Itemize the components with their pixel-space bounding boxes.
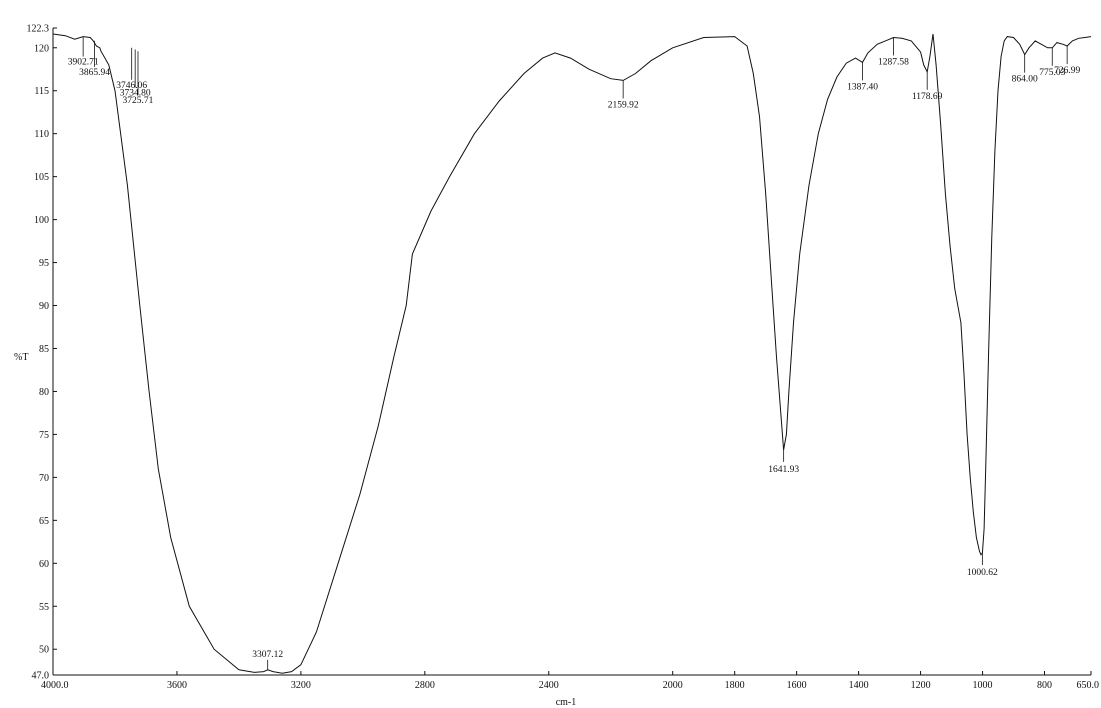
y-tick-label: 122.3	[27, 24, 50, 35]
peak-label: 726.99	[1054, 66, 1080, 76]
y-axis-title: %T	[14, 352, 28, 363]
y-tick-label: 110	[34, 129, 49, 140]
peak-label: 1387.40	[847, 82, 878, 92]
y-axis-ticks: 47.0 50 55 60 65 70 75 80 85 90 95 100 105 110 115 120 1…	[27, 24, 57, 682]
x-tick-label: 1200	[911, 680, 931, 691]
x-tick-label: 3200	[291, 680, 311, 691]
y-tick-label: 60	[39, 559, 49, 570]
y-tick-label: 75	[39, 430, 49, 441]
y-tick-label: 70	[39, 473, 49, 484]
y-tick-label: 50	[39, 645, 49, 656]
y-tick-label: 65	[39, 516, 49, 527]
x-tick-label: 2800	[415, 680, 435, 691]
x-tick-label: 2000	[663, 680, 683, 691]
x-tick-label: 800	[1037, 680, 1052, 691]
spectrum-line	[52, 33, 1092, 674]
y-tick-label: 105	[34, 172, 49, 183]
x-tick-label: 1800	[725, 680, 745, 691]
peak-label: 1641.93	[768, 465, 799, 475]
x-tick-label: 1000	[973, 680, 993, 691]
peak-label: 3865.94	[79, 68, 110, 78]
x-tick-label: 1400	[849, 680, 869, 691]
x-tick-label: 4000.0	[41, 680, 69, 691]
y-tick-label: 80	[39, 387, 49, 398]
x-axis-ticks: 4000.0 3600 3200 2800 2400 2000 1800 1600 1400 12…	[41, 671, 1099, 691]
y-tick-label: 120	[34, 43, 49, 54]
y-tick-label: 100	[34, 215, 49, 226]
y-tick-label: 55	[39, 602, 49, 613]
x-tick-label: 2400	[539, 680, 559, 691]
peak-label: 2159.92	[608, 100, 639, 110]
x-tick-label: 3600	[167, 680, 187, 691]
y-tick-label: 95	[39, 258, 49, 269]
peak-label: 3746.06	[116, 81, 147, 91]
y-tick-label: 90	[39, 301, 49, 312]
axes	[52, 28, 1091, 676]
y-tick-label: 115	[34, 86, 49, 97]
peak-label: 1287.58	[878, 57, 909, 67]
x-axis-title: cm-1	[556, 697, 577, 708]
peak-label: 1178.69	[912, 92, 943, 102]
peak-label: 1000.62	[967, 568, 998, 578]
peak-label: 775.03	[1039, 68, 1065, 78]
x-tick-label: 1600	[787, 680, 807, 691]
x-tick-label: 650.0	[1077, 680, 1100, 691]
peak-label: 3725.71	[123, 96, 154, 106]
peak-label: 864.00	[1012, 75, 1038, 85]
y-tick-label: 47.0	[32, 671, 50, 682]
peak-label: 3734.80	[120, 88, 151, 98]
peak-label: 3902.71	[68, 58, 99, 68]
y-tick-label: 85	[39, 344, 49, 355]
peak-label: 3307.12	[252, 650, 283, 660]
